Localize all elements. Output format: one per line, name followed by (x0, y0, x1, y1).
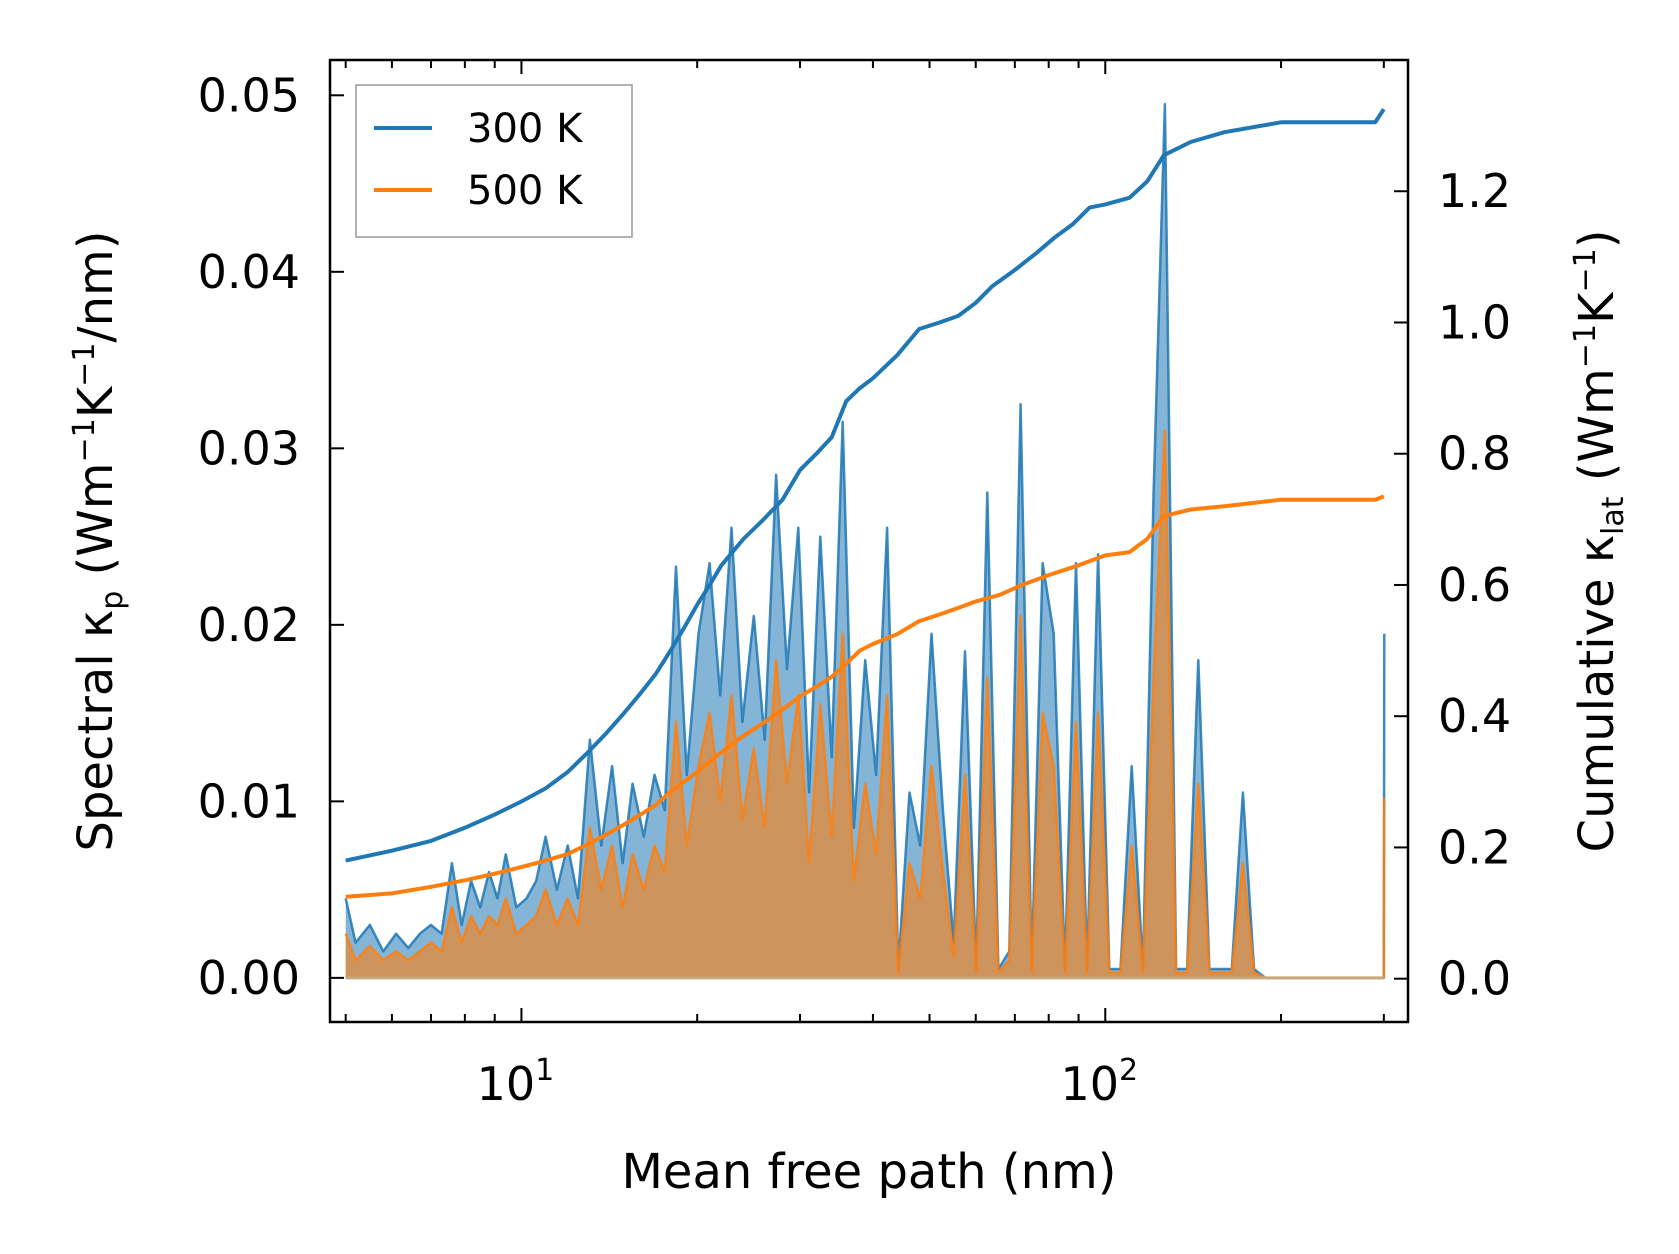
x-axis-label: Mean free path (nm) (622, 1144, 1117, 1200)
plot-area (344, 102, 1386, 980)
y-right-tick-label: 0.8 (1438, 427, 1511, 481)
tick-labels: 101 102 0.00 0.01 0.02 0.03 0.04 0.05 0.0 0.2 0.4 0… (198, 68, 1512, 1111)
y-right-tick-label: 0.2 (1438, 820, 1511, 874)
legend-label-300k: 300 K (467, 106, 584, 152)
y-right-tick-label: 1.2 (1438, 164, 1511, 218)
spectral-line-300k (344, 102, 1386, 980)
spectral-area-500k (345, 430, 1385, 978)
y-right-tick-label: 0.6 (1438, 558, 1511, 612)
spectral-line-500k (344, 429, 1386, 980)
y-left-tick-label: 0.01 (198, 774, 300, 828)
axes-frame (328, 58, 1410, 1024)
x-tick-label: 102 (1060, 1053, 1138, 1111)
y-axis-left-label: Spectral κp (Wm−1K−1/nm) (67, 231, 130, 852)
cumulative-line-300k (345, 108, 1386, 863)
y-right-tick-label: 0.4 (1438, 689, 1511, 743)
y-left-tick-label: 0.04 (198, 245, 300, 299)
y-left-tick-label: 0.02 (198, 598, 300, 652)
y-right-tick-label: 0.0 (1438, 952, 1511, 1006)
legend: 300 K 500 K (355, 84, 633, 238)
legend-label-500k: 500 K (467, 168, 584, 214)
y-left-tick-label: 0.03 (198, 421, 300, 475)
cumulative-line-500k (345, 494, 1385, 899)
y-axis-right-label: Cumulative κlat (Wm−1K−1) (1568, 230, 1631, 853)
tick-marks (330, 60, 1408, 1022)
legend-box (355, 84, 633, 238)
y-left-tick-label: 0.05 (198, 68, 300, 122)
y-left-tick-label: 0.00 (198, 951, 300, 1005)
x-tick-label: 101 (477, 1053, 555, 1111)
y-right-tick-label: 1.0 (1438, 295, 1511, 349)
